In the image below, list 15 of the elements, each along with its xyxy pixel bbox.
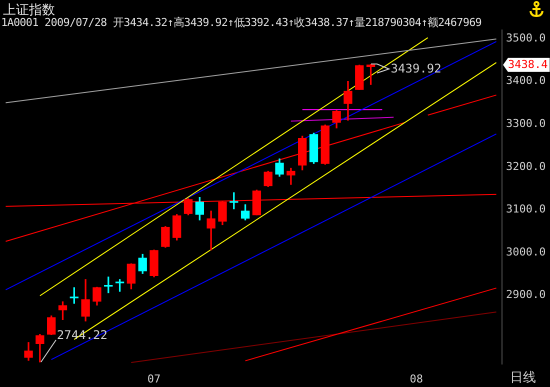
y-tick-label: 3100.0 — [506, 202, 546, 216]
candlestick — [206, 210, 216, 250]
y-tick-label: 2900.0 — [506, 288, 546, 302]
y-tick-label: 3500.0 — [506, 31, 546, 44]
y-tick-label: 3000.0 — [506, 245, 546, 258]
annotation: 3439.92 — [390, 61, 442, 76]
y-tick-label: 3200.0 — [506, 160, 546, 173]
text: 日线 — [510, 370, 536, 386]
y-tick-label: 3300.0 — [506, 117, 546, 130]
chart-subtitle: 1A0001 2009/07/28 开3434.32↑高3439.92↑低3392.43↑收3438.37↑量218790304↑额2467969 — [1, 16, 482, 30]
x-tick-label: 08 — [410, 372, 424, 386]
x-tick-label: 07 — [147, 372, 161, 386]
text: 3438.4 — [508, 58, 548, 71]
chart-title: 上证指数 — [3, 2, 55, 18]
y-tick-label: 3400.0 — [506, 74, 546, 88]
